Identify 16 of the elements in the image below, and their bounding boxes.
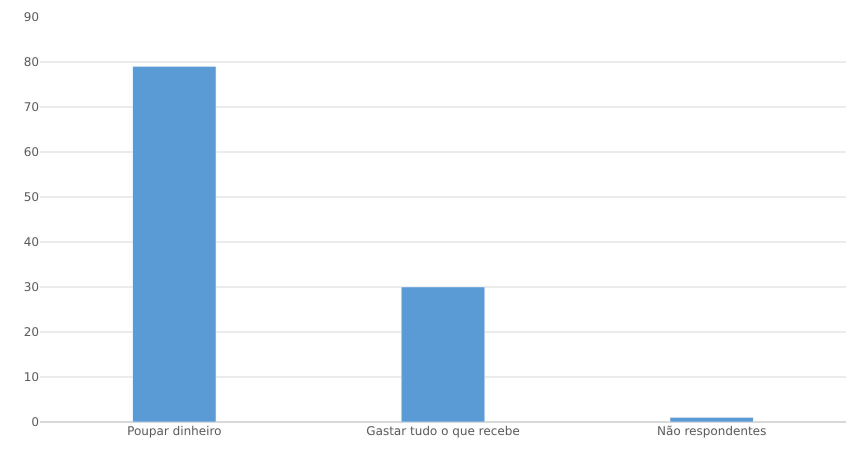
y-tick-label: 10 bbox=[24, 370, 39, 384]
y-tick-label: 0 bbox=[31, 415, 39, 430]
y-tick-label: 50 bbox=[24, 190, 39, 204]
bar bbox=[132, 66, 216, 422]
x-tick-label: Poupar dinheiro bbox=[127, 424, 222, 438]
y-tick-label: 60 bbox=[24, 145, 39, 160]
x-tick-label: Não respondentes bbox=[657, 424, 766, 438]
y-tick-label: 80 bbox=[24, 55, 39, 70]
y-tick-label: 90 bbox=[24, 10, 39, 24]
y-tick-label: 70 bbox=[24, 100, 39, 114]
bar bbox=[670, 417, 754, 422]
bar bbox=[401, 286, 485, 422]
y-tick-label: 20 bbox=[24, 325, 39, 340]
y-tick-label: 40 bbox=[24, 235, 39, 250]
y-tick-label: 30 bbox=[24, 280, 39, 294]
x-tick-label: Gastar tudo o que recebe bbox=[366, 424, 520, 438]
